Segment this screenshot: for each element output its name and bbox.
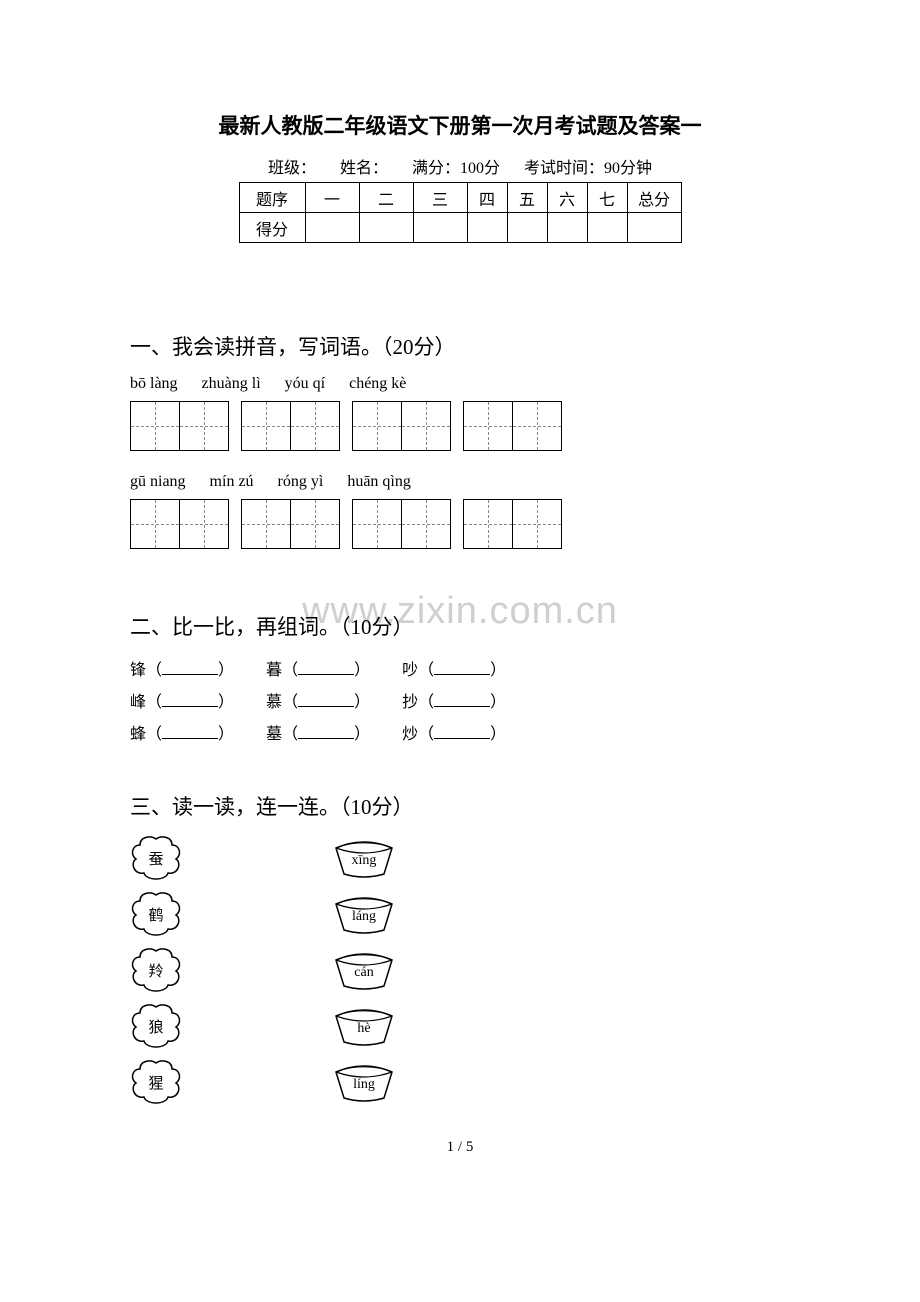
score-col: 总分 <box>627 183 681 213</box>
meta-row: 班级： 姓名： 满分：100分 考试时间：90分钟 <box>130 154 790 178</box>
match-right-pinyin: láng <box>332 898 396 936</box>
bowl-icon: hè <box>332 1004 396 1048</box>
score-col: 六 <box>547 183 587 213</box>
match-left-char: 鹤 <box>130 891 182 937</box>
score-cell <box>587 213 627 243</box>
q2-item: 蜂（） <box>130 719 234 751</box>
flower-icon: 蚕 <box>130 835 182 881</box>
score-cell <box>507 213 547 243</box>
q2-item: 墓（） <box>266 719 370 751</box>
q2-item: 锋（） <box>130 655 234 687</box>
section1-heading: 一、我会读拼音，写词语。（20分） <box>130 331 790 361</box>
q2-item: 慕（） <box>266 687 370 719</box>
match-container: 蚕 xīng 鹤 láng 羚 cán 狼 <box>130 835 790 1105</box>
score-row-label: 得分 <box>239 213 305 243</box>
tianzige-row-1 <box>130 401 790 451</box>
table-row: 题序 一 二 三 四 五 六 七 总分 <box>239 183 681 213</box>
page-footer: 1 / 5 <box>130 1139 790 1156</box>
flower-icon: 羚 <box>130 947 182 993</box>
score-col: 五 <box>507 183 547 213</box>
flower-icon: 狼 <box>130 1003 182 1049</box>
pinyin-word: róng yì <box>278 473 324 490</box>
q2-item: 炒（） <box>402 719 506 751</box>
pinyin-word: gū niang <box>130 473 186 490</box>
score-cell <box>413 213 467 243</box>
tianzige-word <box>130 401 229 451</box>
score-col-label: 题序 <box>239 183 305 213</box>
tianzige-word <box>241 499 340 549</box>
bowl-icon: líng <box>332 1060 396 1104</box>
score-cell <box>359 213 413 243</box>
section2-heading: 二、比一比，再组词。（10分） <box>130 611 790 641</box>
score-col: 一 <box>305 183 359 213</box>
pinyin-word: huān qìng <box>347 473 411 490</box>
section3-heading: 三、读一读，连一连。（10分） <box>130 791 790 821</box>
score-cell <box>627 213 681 243</box>
tianzige-word <box>463 499 562 549</box>
q2-row: 峰（） 慕（） 抄（） <box>130 687 790 719</box>
q2-item: 暮（） <box>266 655 370 687</box>
tianzige-word <box>241 401 340 451</box>
match-right-pinyin: líng <box>332 1066 396 1104</box>
match-right-pinyin: cán <box>332 954 396 992</box>
pinyin-row-2: gū niang mín zú róng yì huān qìng <box>130 473 790 491</box>
tianzige-row-2 <box>130 499 790 549</box>
tianzige-word <box>352 499 451 549</box>
score-col: 四 <box>467 183 507 213</box>
pinyin-word: chéng kè <box>349 375 406 392</box>
page-title: 最新人教版二年级语文下册第一次月考试题及答案一 <box>130 110 790 140</box>
match-left-char: 羚 <box>130 947 182 993</box>
score-col: 二 <box>359 183 413 213</box>
full-score-label: 满分：100分 <box>412 160 500 177</box>
name-label: 姓名： <box>340 160 388 177</box>
pinyin-word: zhuàng lì <box>202 375 261 392</box>
q2-item: 抄（） <box>402 687 506 719</box>
q2-row: 锋（） 暮（） 吵（） <box>130 655 790 687</box>
time-label: 考试时间：90分钟 <box>524 160 652 177</box>
q2-item: 吵（） <box>402 655 506 687</box>
match-row: 猩 líng <box>130 1059 790 1105</box>
bowl-icon: láng <box>332 892 396 936</box>
match-row: 狼 hè <box>130 1003 790 1049</box>
bowl-icon: cán <box>332 948 396 992</box>
q2-item: 峰（） <box>130 687 234 719</box>
match-right-pinyin: hè <box>332 1010 396 1048</box>
score-cell <box>305 213 359 243</box>
score-col: 三 <box>413 183 467 213</box>
pinyin-row-1: bō làng zhuàng lì yóu qí chéng kè <box>130 375 790 393</box>
flower-icon: 鹤 <box>130 891 182 937</box>
pinyin-word: yóu qí <box>285 375 325 392</box>
class-label: 班级： <box>268 160 316 177</box>
match-left-char: 蚕 <box>130 835 182 881</box>
match-row: 鹤 láng <box>130 891 790 937</box>
pinyin-word: bō làng <box>130 375 178 392</box>
tianzige-word <box>352 401 451 451</box>
score-cell <box>467 213 507 243</box>
score-cell <box>547 213 587 243</box>
tianzige-word <box>463 401 562 451</box>
score-col: 七 <box>587 183 627 213</box>
q2-row: 蜂（） 墓（） 炒（） <box>130 719 790 751</box>
match-left-char: 狼 <box>130 1003 182 1049</box>
pinyin-word: mín zú <box>210 473 254 490</box>
score-table: 题序 一 二 三 四 五 六 七 总分 得分 <box>239 182 682 243</box>
match-left-char: 猩 <box>130 1059 182 1105</box>
bowl-icon: xīng <box>332 836 396 880</box>
tianzige-word <box>130 499 229 549</box>
match-row: 羚 cán <box>130 947 790 993</box>
flower-icon: 猩 <box>130 1059 182 1105</box>
match-row: 蚕 xīng <box>130 835 790 881</box>
table-row: 得分 <box>239 213 681 243</box>
match-right-pinyin: xīng <box>332 842 396 880</box>
